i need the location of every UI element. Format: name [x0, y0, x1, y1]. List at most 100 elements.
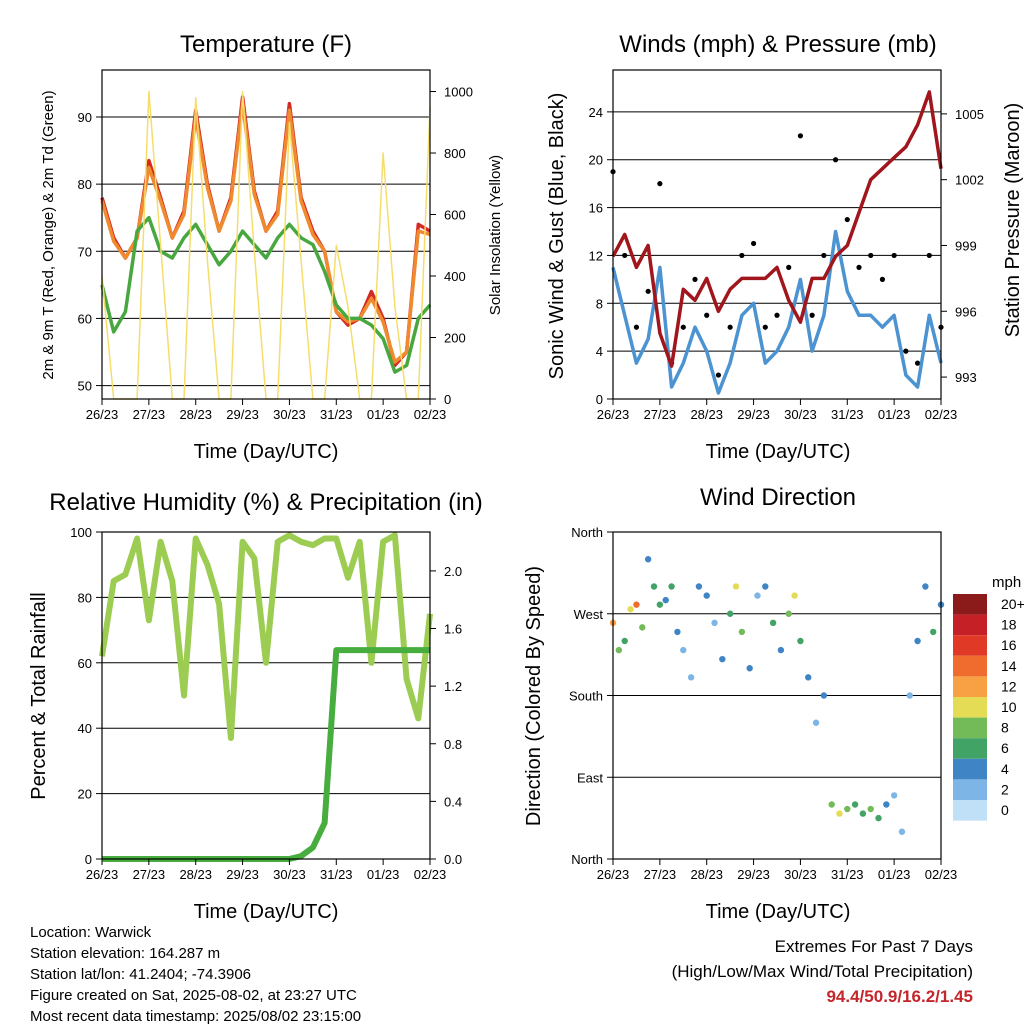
station-latlon: Station lat/lon: 41.2404; -74.3906: [30, 966, 252, 983]
gust-point: [774, 312, 780, 318]
direction-point: [695, 583, 703, 590]
y2-tick-label: 1005: [955, 107, 984, 122]
direction-ylabel-left: Direction (Colored By Speed): [523, 566, 545, 826]
gust-point: [856, 264, 862, 270]
legend-label: 8: [1001, 720, 1009, 736]
x-tick-label: 01/23: [367, 867, 400, 882]
gust-point: [727, 324, 733, 330]
direction-point: [639, 624, 646, 631]
relative-humidity-line: [99, 532, 433, 741]
direction-point: [687, 674, 695, 681]
y-tick-label: 60: [78, 311, 92, 326]
direction-point: [656, 601, 664, 608]
y2-tick-label: 1000: [444, 85, 473, 100]
y-tick-label: East: [577, 770, 603, 785]
gust-point: [809, 312, 815, 318]
y2-tick-label: 1.6: [444, 622, 462, 637]
legend-label: 12: [1001, 678, 1017, 694]
y2-tick-label: 999: [955, 238, 977, 253]
y-tick-label: 100: [70, 525, 92, 540]
x-tick-label: 28/23: [690, 867, 723, 882]
legend-swatch: [953, 779, 987, 800]
extremes-subtitle: (High/Low/Max Wind/Total Precipitation): [671, 962, 973, 981]
figure-created: Figure created on Sat, 2025-08-02, at 23…: [30, 987, 357, 1004]
legend-label: 0: [1001, 802, 1009, 818]
x-tick-label: 31/23: [320, 867, 353, 882]
gust-point: [739, 252, 745, 259]
direction-point: [875, 814, 882, 822]
y-tick-label: 50: [78, 379, 92, 394]
x-tick-label: 31/23: [831, 407, 864, 422]
y-tick-label: 0: [85, 852, 92, 867]
gust-point: [786, 264, 792, 270]
gust-point: [762, 324, 768, 330]
direction-point: [890, 792, 898, 799]
y-tick-label: 20: [589, 153, 603, 168]
station-pressure-line: [611, 90, 943, 368]
y-tick-label: 24: [589, 105, 603, 120]
extremes-values: 94.4/50.9/16.2/1.45: [826, 987, 973, 1006]
y2-tick-label: 0.8: [444, 737, 462, 752]
y-tick-label: 40: [78, 721, 92, 736]
direction-point: [785, 610, 792, 617]
total-precipitation-line: [102, 647, 430, 862]
y2-tick-label: 1002: [955, 173, 984, 188]
direction-point: [754, 592, 761, 599]
y-tick-label: 60: [78, 656, 92, 671]
direction-point: [769, 619, 777, 627]
winds-title: Winds (mph) & Pressure (mb): [619, 31, 936, 58]
x-tick-label: 27/23: [133, 407, 166, 422]
direction-panel: Wind Direction Direction (Colored By Spe…: [523, 484, 1024, 923]
x-tick-label: 30/23: [784, 867, 817, 882]
gust-point: [821, 252, 827, 259]
humidity-plot-frame: [101, 531, 431, 860]
direction-point: [621, 637, 628, 645]
y-tick-label: North: [571, 525, 603, 540]
legend-swatch: [953, 655, 987, 677]
gust-point: [832, 157, 839, 163]
x-tick-label: 02/23: [925, 407, 958, 422]
gust-point: [797, 133, 804, 139]
direction-point: [644, 556, 652, 563]
temperature-ylabel-left: 2m & 9m T (Red, Orange) & 2m Td (Green): [40, 90, 57, 379]
x-tick-label: 28/23: [179, 867, 212, 882]
x-tick-label: 26/23: [86, 407, 119, 422]
direction-point: [711, 619, 718, 627]
y2-tick-label: 600: [444, 208, 466, 223]
gust-point: [844, 216, 850, 223]
legend-swatch: [953, 738, 987, 759]
direction-point: [726, 610, 734, 617]
direction-point: [914, 637, 921, 645]
x-tick-label: 30/23: [273, 867, 306, 882]
extremes-title: Extremes For Past 7 Days: [774, 937, 973, 956]
gust-point: [868, 252, 874, 259]
solar-insolation-line: [101, 90, 431, 400]
y-tick-label: South: [569, 689, 603, 704]
gust-point: [715, 372, 722, 378]
direction-point: [680, 646, 687, 654]
extremes-box: Extremes For Past 7 Days (High/Low/Max W…: [672, 934, 973, 1009]
direction-point: [615, 646, 623, 654]
humidity-xlabel: Time (Day/UTC): [194, 901, 339, 923]
legend-label: 18: [1001, 617, 1017, 633]
x-tick-label: 01/23: [367, 407, 400, 422]
winds-panel: Winds (mph) & Pressure (mb) Sonic Wind &…: [546, 31, 1024, 463]
direction-point: [836, 810, 843, 817]
direction-point: [929, 628, 937, 636]
legend-swatch: [953, 676, 987, 697]
gust-point: [704, 312, 710, 318]
direction-point: [922, 583, 929, 590]
y-tick-label: North: [571, 852, 603, 867]
humidity-ylabel-left: Percent & Total Rainfall: [28, 592, 50, 800]
gust-point: [645, 288, 651, 294]
winds-xlabel: Time (Day/UTC): [706, 441, 851, 463]
legend-swatch: [953, 717, 987, 739]
gust-point: [622, 252, 628, 259]
legend-label: 16: [1001, 637, 1017, 653]
y2-tick-label: 0: [444, 392, 451, 407]
x-tick-label: 02/23: [925, 867, 958, 882]
station-info: Location: Warwick Station elevation: 164…: [30, 922, 361, 1027]
y2-tick-label: 2.0: [444, 564, 462, 579]
temperature-title: Temperature (F): [180, 31, 352, 58]
y-tick-label: 8: [596, 296, 603, 311]
